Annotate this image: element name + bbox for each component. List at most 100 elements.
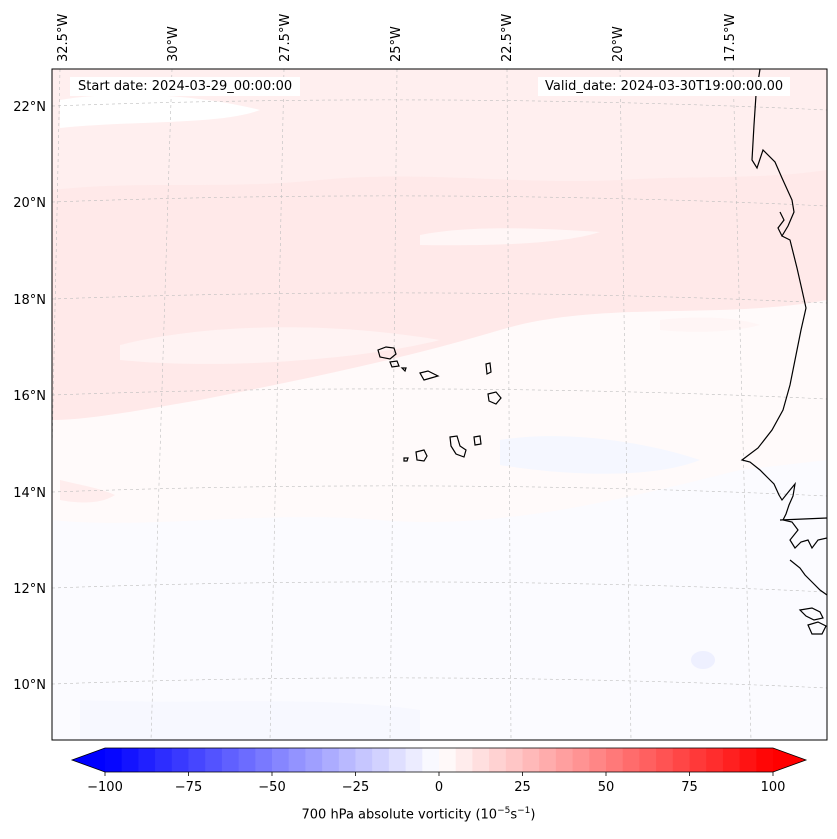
island-maio (473, 435, 482, 446)
colorbar-cell (572, 748, 590, 772)
island-sao-vicente (389, 360, 400, 368)
colorbar-label-exponent-2: −1 (517, 806, 531, 816)
meridian-22-5w (506, 69, 512, 740)
colorbar-cell (288, 748, 306, 772)
parallel-12n (52, 581, 827, 593)
island-boa-vista (487, 391, 502, 405)
colorbar-cell (355, 748, 373, 772)
colorbar-cell (539, 748, 557, 772)
colorbar-cell (322, 748, 340, 772)
parallel-14n (52, 485, 827, 497)
colorbar-cell (422, 748, 440, 772)
island-santo-antao (377, 346, 397, 360)
colorbar-cell (372, 748, 390, 772)
island-santiago (449, 435, 467, 458)
lon-label: 17.5°W (723, 14, 738, 62)
colorbar-arrow-min (72, 748, 105, 772)
colorbar-tick-label: −100 (87, 780, 123, 795)
graticule (52, 69, 827, 740)
colorbar-cell (622, 748, 640, 772)
colorbar-cell (455, 748, 473, 772)
colorbar-cell (756, 748, 774, 772)
lat-label: 18°N (13, 293, 46, 308)
colorbar-label-suffix: ) (530, 807, 536, 823)
colorbar-tick-label: 0 (435, 780, 443, 795)
colorbar-cell (672, 748, 690, 772)
lon-label: 22.5°W (500, 14, 515, 62)
colorbar-cells (105, 748, 774, 772)
colorbar-cell (589, 748, 607, 772)
lat-label: 20°N (13, 196, 46, 211)
lon-label: 27.5°W (278, 14, 293, 62)
latitude-labels: 22°N 20°N 18°N 16°N 14°N 12°N 10°N (13, 100, 46, 693)
meridian-30w (150, 69, 173, 740)
colorbar-cell (138, 748, 156, 772)
colorbar-cell (238, 748, 256, 772)
colorbar-cell (171, 748, 189, 772)
island-brava (403, 457, 409, 462)
colorbar-cell (606, 748, 624, 772)
colorbar-cell (722, 748, 741, 772)
africa-coastline (740, 69, 827, 550)
colorbar-tick-label: −50 (258, 780, 285, 795)
meridian-25w (389, 69, 398, 740)
lon-label: 30°W (166, 26, 181, 62)
colorbar-cell (706, 748, 724, 772)
colorbar-ticks: −100 −75 −50 −25 0 25 50 75 100 (87, 772, 785, 795)
island-fogo (415, 449, 428, 462)
parallel-10n (52, 677, 827, 689)
meridian-27-5w (269, 69, 285, 740)
colorbar-cell (472, 748, 490, 772)
colorbar-cell (121, 748, 139, 772)
meridian-17-5w (732, 69, 752, 740)
colorbar-cell (405, 748, 423, 772)
colorbar-cell (338, 748, 356, 772)
parallel-16n (52, 388, 827, 400)
longitude-labels: 32.5°W 30°W 27.5°W 25°W 22.5°W 20°W 17.5… (56, 14, 738, 62)
island-sal (485, 362, 492, 375)
colorbar-cell (656, 748, 674, 772)
colorbar-cell (221, 748, 240, 772)
island-santa-luzia (400, 367, 407, 373)
colorbar-cell (188, 748, 206, 772)
map-frame (51, 68, 828, 741)
start-date-label: Start date: 2024-03-29_00:00:00 (70, 77, 301, 96)
lon-label: 32.5°W (56, 14, 71, 62)
colorbar-cell (505, 748, 523, 772)
parallel-18n (52, 292, 827, 304)
valid-date-label: Valid_date: 2024-03-30T19:00:00.00 (538, 77, 791, 96)
colorbar-cell (489, 748, 507, 772)
lat-label: 16°N (13, 389, 46, 404)
colorbar-label-mid: s (510, 807, 518, 823)
colorbar-cell (155, 748, 173, 772)
parallel-22n (52, 99, 827, 111)
lat-label: 12°N (13, 582, 46, 597)
colorbar-cell (522, 748, 540, 772)
colorbar: −100 −75 −50 −25 0 25 50 75 100 (70, 747, 808, 795)
parallel-20n (52, 195, 827, 207)
colorbar-cell (205, 748, 223, 772)
colorbar-tick-label: 50 (598, 780, 615, 795)
colorbar-cell (639, 748, 657, 772)
lon-label: 25°W (389, 26, 404, 62)
lat-label: 10°N (13, 678, 46, 693)
colorbar-cell (255, 748, 273, 772)
colorbar-tick-label: −25 (342, 780, 369, 795)
colorbar-cell (272, 748, 290, 772)
vorticity-field (52, 69, 827, 740)
colorbar-cell (739, 748, 757, 772)
meridian-20w (619, 69, 632, 740)
colorbar-cell (388, 748, 407, 772)
colorbar-label: 700 hPa absolute vorticity (10−5s−1) (0, 806, 837, 822)
lon-label: 20°W (611, 26, 626, 62)
island-sao-nicolau (419, 370, 440, 381)
lat-label: 22°N (13, 100, 46, 115)
colorbar-tick-label: 100 (761, 780, 786, 795)
colorbar-cell (105, 748, 123, 772)
colorbar-cell (439, 748, 457, 772)
colorbar-cell (305, 748, 323, 772)
colorbar-cell (689, 748, 707, 772)
colorbar-tick-label: 75 (681, 780, 698, 795)
colorbar-tick-label: −75 (175, 780, 202, 795)
